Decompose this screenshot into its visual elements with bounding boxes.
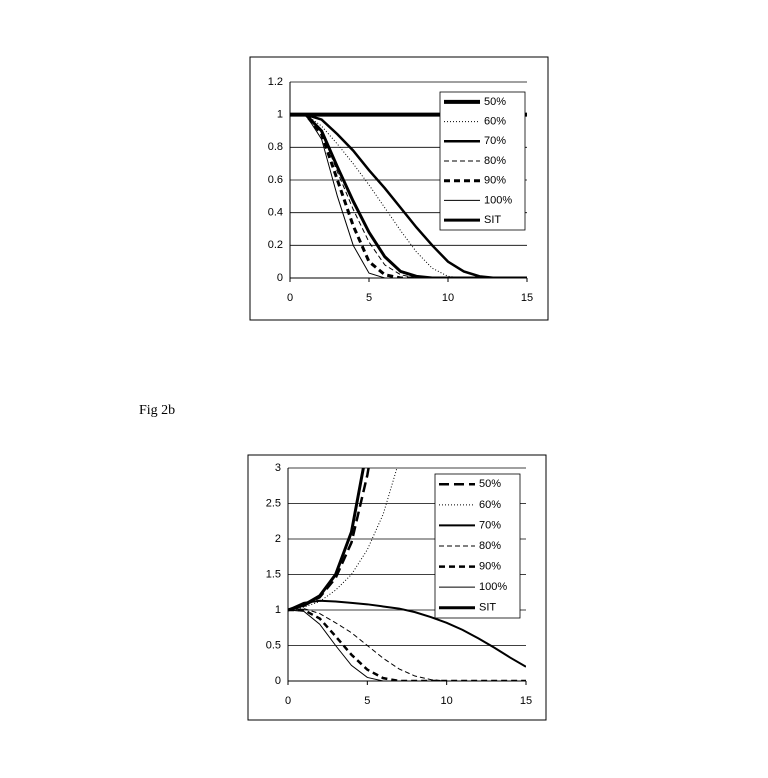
y-tick-label: 0 xyxy=(275,675,281,687)
legend-label: 90% xyxy=(479,560,501,572)
chart-frame xyxy=(249,56,549,321)
legend-label: 60% xyxy=(484,115,506,127)
series-line xyxy=(288,609,526,681)
y-tick-label: 1.5 xyxy=(266,568,281,580)
x-tick-label: 0 xyxy=(287,292,293,304)
y-tick-label: 3 xyxy=(275,462,281,474)
x-tick-label: 5 xyxy=(366,292,372,304)
x-tick-label: 10 xyxy=(442,292,454,304)
legend-label: 80% xyxy=(484,155,506,167)
series-line xyxy=(290,114,527,278)
x-tick-label: 5 xyxy=(364,695,370,707)
series-line xyxy=(290,113,527,278)
series-line xyxy=(288,468,365,612)
figure-label: Fig 2b xyxy=(139,403,175,418)
y-tick-label: 0.8 xyxy=(268,141,283,153)
x-tick-label: 15 xyxy=(521,292,533,304)
y-tick-label: 1.2 xyxy=(268,76,283,88)
x-tick-label: 0 xyxy=(285,695,291,707)
series-line xyxy=(288,608,526,681)
legend-label: 80% xyxy=(479,540,501,552)
legend-label: 100% xyxy=(479,581,507,593)
legend-label: SIT xyxy=(479,602,496,614)
y-tick-label: 1 xyxy=(277,109,283,121)
y-tick-label: 0.6 xyxy=(268,174,283,186)
plot-lines xyxy=(288,468,526,681)
x-tick-label: 15 xyxy=(520,695,532,707)
y-tick-label: 0.2 xyxy=(268,239,283,251)
legend-label: 60% xyxy=(479,499,501,511)
chart-frame xyxy=(247,454,547,721)
y-tick-label: 0.4 xyxy=(268,207,283,219)
legend-label: 50% xyxy=(479,478,501,490)
legend-label: SIT xyxy=(484,214,501,226)
y-tick-label: 2.5 xyxy=(266,497,281,509)
series-line xyxy=(288,608,526,681)
legend-label: 70% xyxy=(484,135,506,147)
x-tick-label: 10 xyxy=(441,695,453,707)
legend-label: 50% xyxy=(484,96,506,108)
y-tick-label: 2 xyxy=(275,533,281,545)
series-line xyxy=(290,113,527,278)
legend-label: 100% xyxy=(484,194,512,206)
y-tick-label: 0 xyxy=(277,272,283,284)
legend-label: 70% xyxy=(479,519,501,531)
legend-label: 90% xyxy=(484,175,506,187)
y-tick-label: 0.5 xyxy=(266,639,281,651)
y-tick-label: 1 xyxy=(275,604,281,616)
series-line xyxy=(288,468,398,611)
series-line xyxy=(288,599,526,668)
